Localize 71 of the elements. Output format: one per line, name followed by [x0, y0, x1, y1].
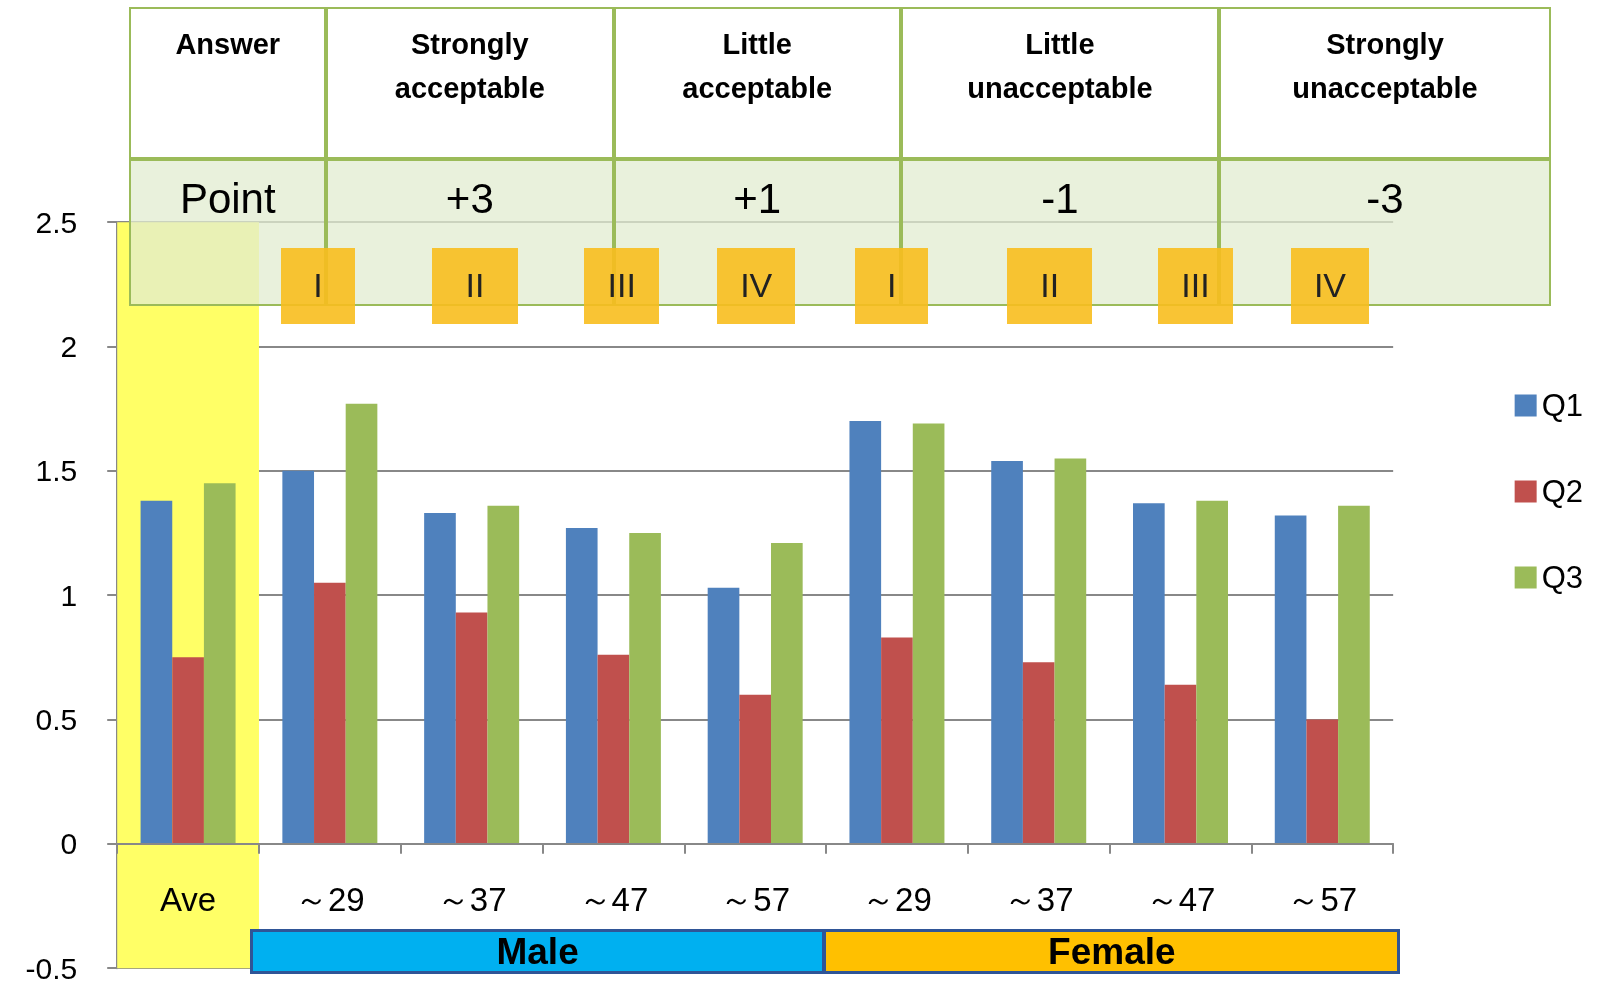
label-box: II: [432, 247, 518, 325]
y-tick-label: 2: [60, 330, 78, 364]
legend-label: Q3: [1541, 560, 1584, 595]
table-cell: Strongly acceptable: [326, 7, 614, 159]
bar: [314, 582, 346, 844]
group-box: Male: [249, 929, 826, 975]
label-box: I: [855, 247, 929, 325]
x-tick-label: ～37: [1003, 881, 1074, 919]
bar: [1338, 505, 1370, 844]
label-box: II: [1006, 247, 1093, 325]
bar: [849, 421, 882, 844]
label-box: IV: [1291, 247, 1369, 325]
annotation: Male: [496, 930, 579, 973]
table-cell: Strongly unacceptable: [1218, 7, 1552, 159]
bar: [1133, 503, 1165, 844]
bar: [912, 423, 945, 844]
y-tick-label: 1: [60, 578, 78, 612]
x-tick-label: ～47: [1145, 881, 1216, 919]
bar: [991, 460, 1023, 844]
annotation: III: [1181, 266, 1210, 306]
bar: [1274, 515, 1307, 844]
bar: [345, 403, 378, 844]
x-tick-label: ～57: [1287, 881, 1358, 919]
bar: [1196, 500, 1228, 844]
y-tick-label: 1.5: [35, 454, 78, 488]
annotation: IV: [1313, 266, 1347, 306]
group-box: Female: [823, 929, 1401, 975]
y-tick-label: 2.5: [35, 205, 78, 239]
bar: [739, 694, 772, 844]
annotation: II: [465, 266, 485, 306]
bar: [1306, 719, 1339, 844]
bar: [1164, 684, 1197, 844]
x-tick-label: ～37: [436, 881, 507, 919]
bar: [424, 513, 456, 844]
annotation: I: [313, 266, 323, 306]
label-box: III: [583, 247, 660, 325]
label-box: III: [1157, 247, 1234, 325]
x-tick-label: ～29: [295, 881, 365, 919]
bar: [487, 505, 520, 844]
table-cell: Answer: [129, 7, 327, 159]
bar: [771, 542, 803, 844]
annotation: IV: [740, 266, 773, 306]
bar: [203, 483, 236, 844]
bar: [140, 500, 173, 844]
y-tick-label: 0.5: [35, 703, 78, 737]
annotation: II: [1040, 266, 1060, 306]
annotation: III: [607, 266, 636, 306]
bar: [597, 654, 630, 844]
bar: [282, 470, 315, 844]
x-tick-label: ～47: [578, 881, 649, 919]
table-cell: Little acceptable: [613, 7, 901, 159]
legend-label: Q1: [1541, 388, 1584, 423]
bar: [172, 657, 204, 844]
legend-label: Q2: [1541, 474, 1584, 509]
bar: [565, 528, 598, 844]
bar: [707, 587, 740, 844]
table-cell: Little unacceptable: [900, 7, 1219, 159]
annotation: I: [887, 266, 897, 306]
y-tick-label: -0.5: [25, 951, 78, 983]
x-tick-label: ～57: [720, 881, 791, 919]
bar: [1054, 458, 1087, 844]
label-box: IV: [717, 247, 795, 325]
bar: [1022, 662, 1055, 844]
annotation: Female: [1048, 930, 1176, 973]
y-tick-label: 0: [60, 827, 78, 861]
bar: [455, 612, 488, 844]
bar: [629, 533, 661, 844]
bar: [881, 637, 913, 844]
x-tick-label: Ave: [159, 881, 217, 919]
label-box: I: [281, 247, 355, 325]
x-tick-label: ～29: [862, 881, 932, 919]
